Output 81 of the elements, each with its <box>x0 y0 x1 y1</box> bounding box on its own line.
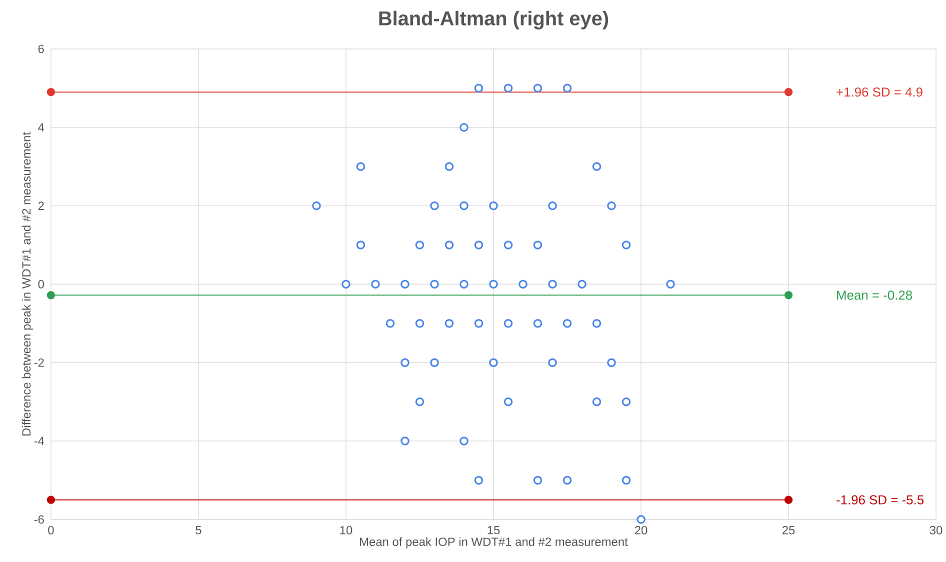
point <box>533 318 542 328</box>
point <box>474 240 484 250</box>
point <box>533 476 542 484</box>
point <box>607 201 616 210</box>
point <box>444 318 454 328</box>
point <box>415 318 424 328</box>
point <box>460 280 468 288</box>
point <box>562 476 572 484</box>
point <box>533 240 542 250</box>
point <box>415 397 424 406</box>
point <box>504 318 513 328</box>
x-tick-label: 15 <box>488 526 500 534</box>
point <box>518 280 528 288</box>
y-tick-label: 6 <box>38 44 44 53</box>
point <box>504 84 513 92</box>
point <box>474 318 484 328</box>
y-tick-label: -6 <box>34 515 44 524</box>
text: +1.96 SD = 4.9 <box>836 87 922 96</box>
text: -1.96 SD = -5.5 <box>836 495 924 504</box>
x-tick-label: 5 <box>196 526 202 534</box>
text: Mean = -0.28 <box>837 290 912 300</box>
point <box>356 162 366 171</box>
point <box>666 280 675 288</box>
x-tick-label: 25 <box>782 526 795 534</box>
point <box>46 496 56 504</box>
point <box>548 280 557 288</box>
point <box>400 358 410 367</box>
x-tick-label: 20 <box>634 526 648 534</box>
point <box>312 201 321 210</box>
point <box>474 84 484 92</box>
point <box>489 358 498 367</box>
point <box>504 240 513 250</box>
y-tick-label: 4 <box>38 123 44 132</box>
point <box>592 318 602 328</box>
x-tick-label: 0 <box>48 526 54 534</box>
point <box>371 280 380 288</box>
point <box>386 318 395 328</box>
point <box>356 240 366 250</box>
x-tick-label: 30 <box>930 526 942 534</box>
point <box>489 280 498 288</box>
point <box>430 280 439 288</box>
point <box>533 84 542 92</box>
point <box>444 162 454 171</box>
point <box>784 496 793 504</box>
y-tick-label: -2 <box>34 358 44 367</box>
y-tick-label: -4 <box>34 436 44 445</box>
point <box>342 280 350 288</box>
point <box>430 358 439 367</box>
point <box>444 240 454 250</box>
point <box>46 88 56 96</box>
x-tick-label: 10 <box>340 526 352 534</box>
point <box>460 436 468 446</box>
point <box>460 201 468 210</box>
point <box>400 280 410 288</box>
point <box>400 436 410 446</box>
point <box>474 476 484 484</box>
point <box>636 514 646 524</box>
point <box>504 397 513 406</box>
x-axis-title: Mean of peak IOP in WDT#1 and #2 measurement <box>360 537 628 548</box>
point <box>592 162 602 171</box>
point <box>460 122 468 132</box>
point <box>784 290 793 300</box>
point <box>784 88 793 96</box>
chart-title: Bland-Altman (right eye) <box>379 10 608 30</box>
point <box>489 201 498 210</box>
point <box>622 476 631 484</box>
y-tick-label: 2 <box>38 201 44 210</box>
point <box>562 84 572 92</box>
point <box>415 240 424 250</box>
point <box>548 358 557 367</box>
y-tick-label: 0 <box>38 280 44 288</box>
point <box>548 201 557 210</box>
point <box>622 240 631 250</box>
point <box>562 318 572 328</box>
point <box>592 397 602 406</box>
point <box>622 397 631 406</box>
point <box>607 358 616 367</box>
y-axis-title: Difference between peak in WDT#1 and #2 measurement <box>22 132 33 436</box>
point <box>430 201 439 210</box>
point <box>46 290 56 300</box>
point <box>578 280 586 288</box>
